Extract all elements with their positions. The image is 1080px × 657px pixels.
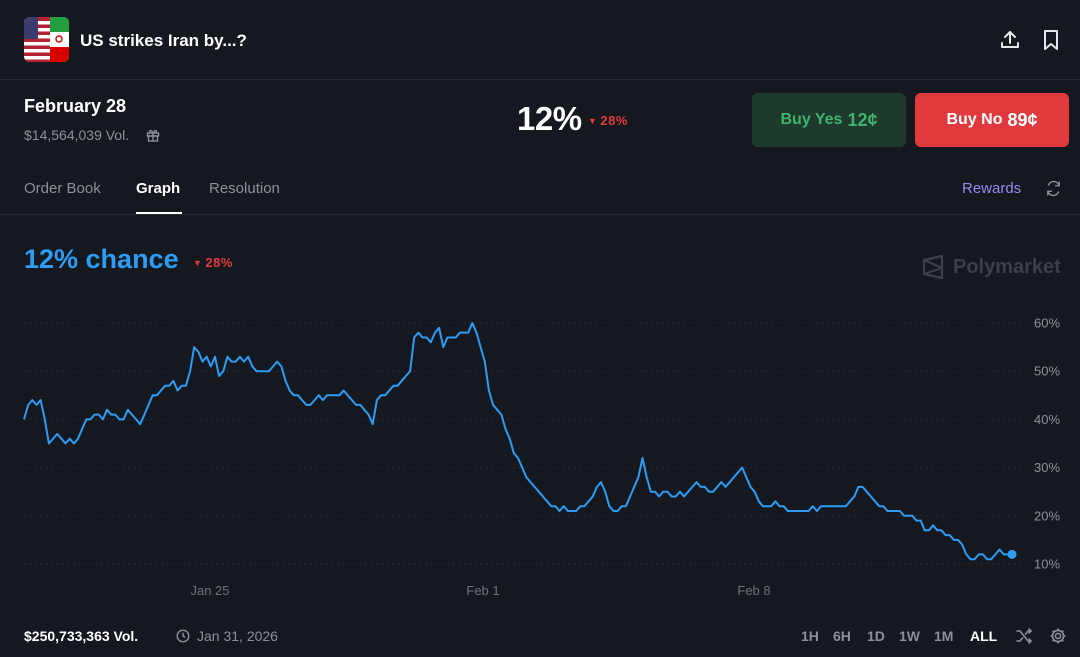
current-point	[1007, 549, 1017, 559]
y-tick-label: 60%	[1034, 316, 1060, 331]
buy-yes-label: Buy Yes	[780, 111, 843, 128]
buy-no-price: 89¢	[1007, 109, 1038, 130]
outcome-volume: $14,564,039 Vol.	[24, 127, 130, 143]
buy-yes-price: 12¢	[847, 109, 878, 130]
outcome-info: February 28 $14,564,039 Vol.	[24, 96, 160, 143]
clock-icon	[176, 629, 190, 643]
us-iran-flag-icon	[24, 17, 69, 62]
polymarket-logo: Polymarket	[921, 254, 1061, 280]
price-change-value: 28%	[600, 113, 628, 128]
tab-graph[interactable]: Graph	[136, 180, 181, 197]
tab-order-book[interactable]: Order Book	[24, 180, 101, 197]
outcome-price: 12%	[517, 100, 582, 137]
chance-label: 12% chance	[24, 244, 179, 274]
range-1w[interactable]: 1W	[899, 628, 920, 644]
range-1h[interactable]: 1H	[801, 628, 819, 644]
y-tick-label: 10%	[1034, 557, 1060, 572]
y-tick-label: 30%	[1034, 460, 1060, 475]
refresh-icon[interactable]	[1045, 180, 1062, 197]
y-tick-label: 40%	[1034, 412, 1060, 427]
range-1d[interactable]: 1D	[867, 628, 885, 644]
bookmark-icon	[1044, 30, 1058, 50]
market-title: US strikes Iran by...?	[80, 31, 247, 50]
range-all[interactable]: ALL	[970, 628, 998, 644]
settings-gear-icon[interactable]	[1049, 627, 1067, 645]
tab-bar: Order Book Graph Resolution Rewards	[0, 166, 1080, 215]
tab-resolution[interactable]: Resolution	[209, 180, 280, 197]
y-tick-label: 50%	[1034, 364, 1060, 379]
market-date: Jan 31, 2026	[176, 628, 278, 644]
shuffle-icon[interactable]	[1015, 627, 1033, 645]
share-button[interactable]	[998, 28, 1022, 52]
rewards-link[interactable]: Rewards	[962, 180, 1022, 197]
down-triangle-icon: ▼	[588, 116, 598, 126]
outcome-date: February 28	[24, 96, 127, 116]
share-icon	[1001, 31, 1019, 48]
x-tick-label: Jan 25	[190, 583, 229, 598]
x-tick-label: Feb 8	[737, 583, 770, 598]
price-change: ▼ 28%	[588, 113, 628, 128]
price-chart[interactable]: 60% 50% 40% 30% 20% 10% Jan 25 Feb 1 Feb 8	[0, 300, 1080, 610]
buy-no-label: Buy No	[946, 111, 1003, 128]
buy-yes-button[interactable]: Buy Yes 12¢	[752, 93, 906, 147]
chance-change-value: 28%	[205, 255, 233, 270]
active-tab-indicator	[136, 212, 182, 214]
chance-change: ▼ 28%	[193, 255, 233, 270]
polymarket-icon	[922, 254, 944, 280]
total-volume: $250,733,363 Vol.	[24, 628, 139, 644]
range-1m[interactable]: 1M	[934, 628, 954, 644]
price-line	[23, 322, 1012, 561]
y-tick-label: 20%	[1034, 508, 1060, 523]
market-date-text: Jan 31, 2026	[197, 628, 278, 644]
buy-no-button[interactable]: Buy No 89¢	[915, 93, 1069, 147]
down-triangle-icon: ▼	[193, 258, 203, 268]
bookmark-button[interactable]	[1039, 28, 1063, 52]
market-header: US strikes Iran by...?	[0, 0, 1080, 80]
range-6h[interactable]: 6H	[833, 628, 851, 644]
brand-name: Polymarket	[953, 255, 1061, 278]
x-tick-label: Feb 1	[466, 583, 499, 598]
gift-icon[interactable]	[146, 128, 160, 142]
